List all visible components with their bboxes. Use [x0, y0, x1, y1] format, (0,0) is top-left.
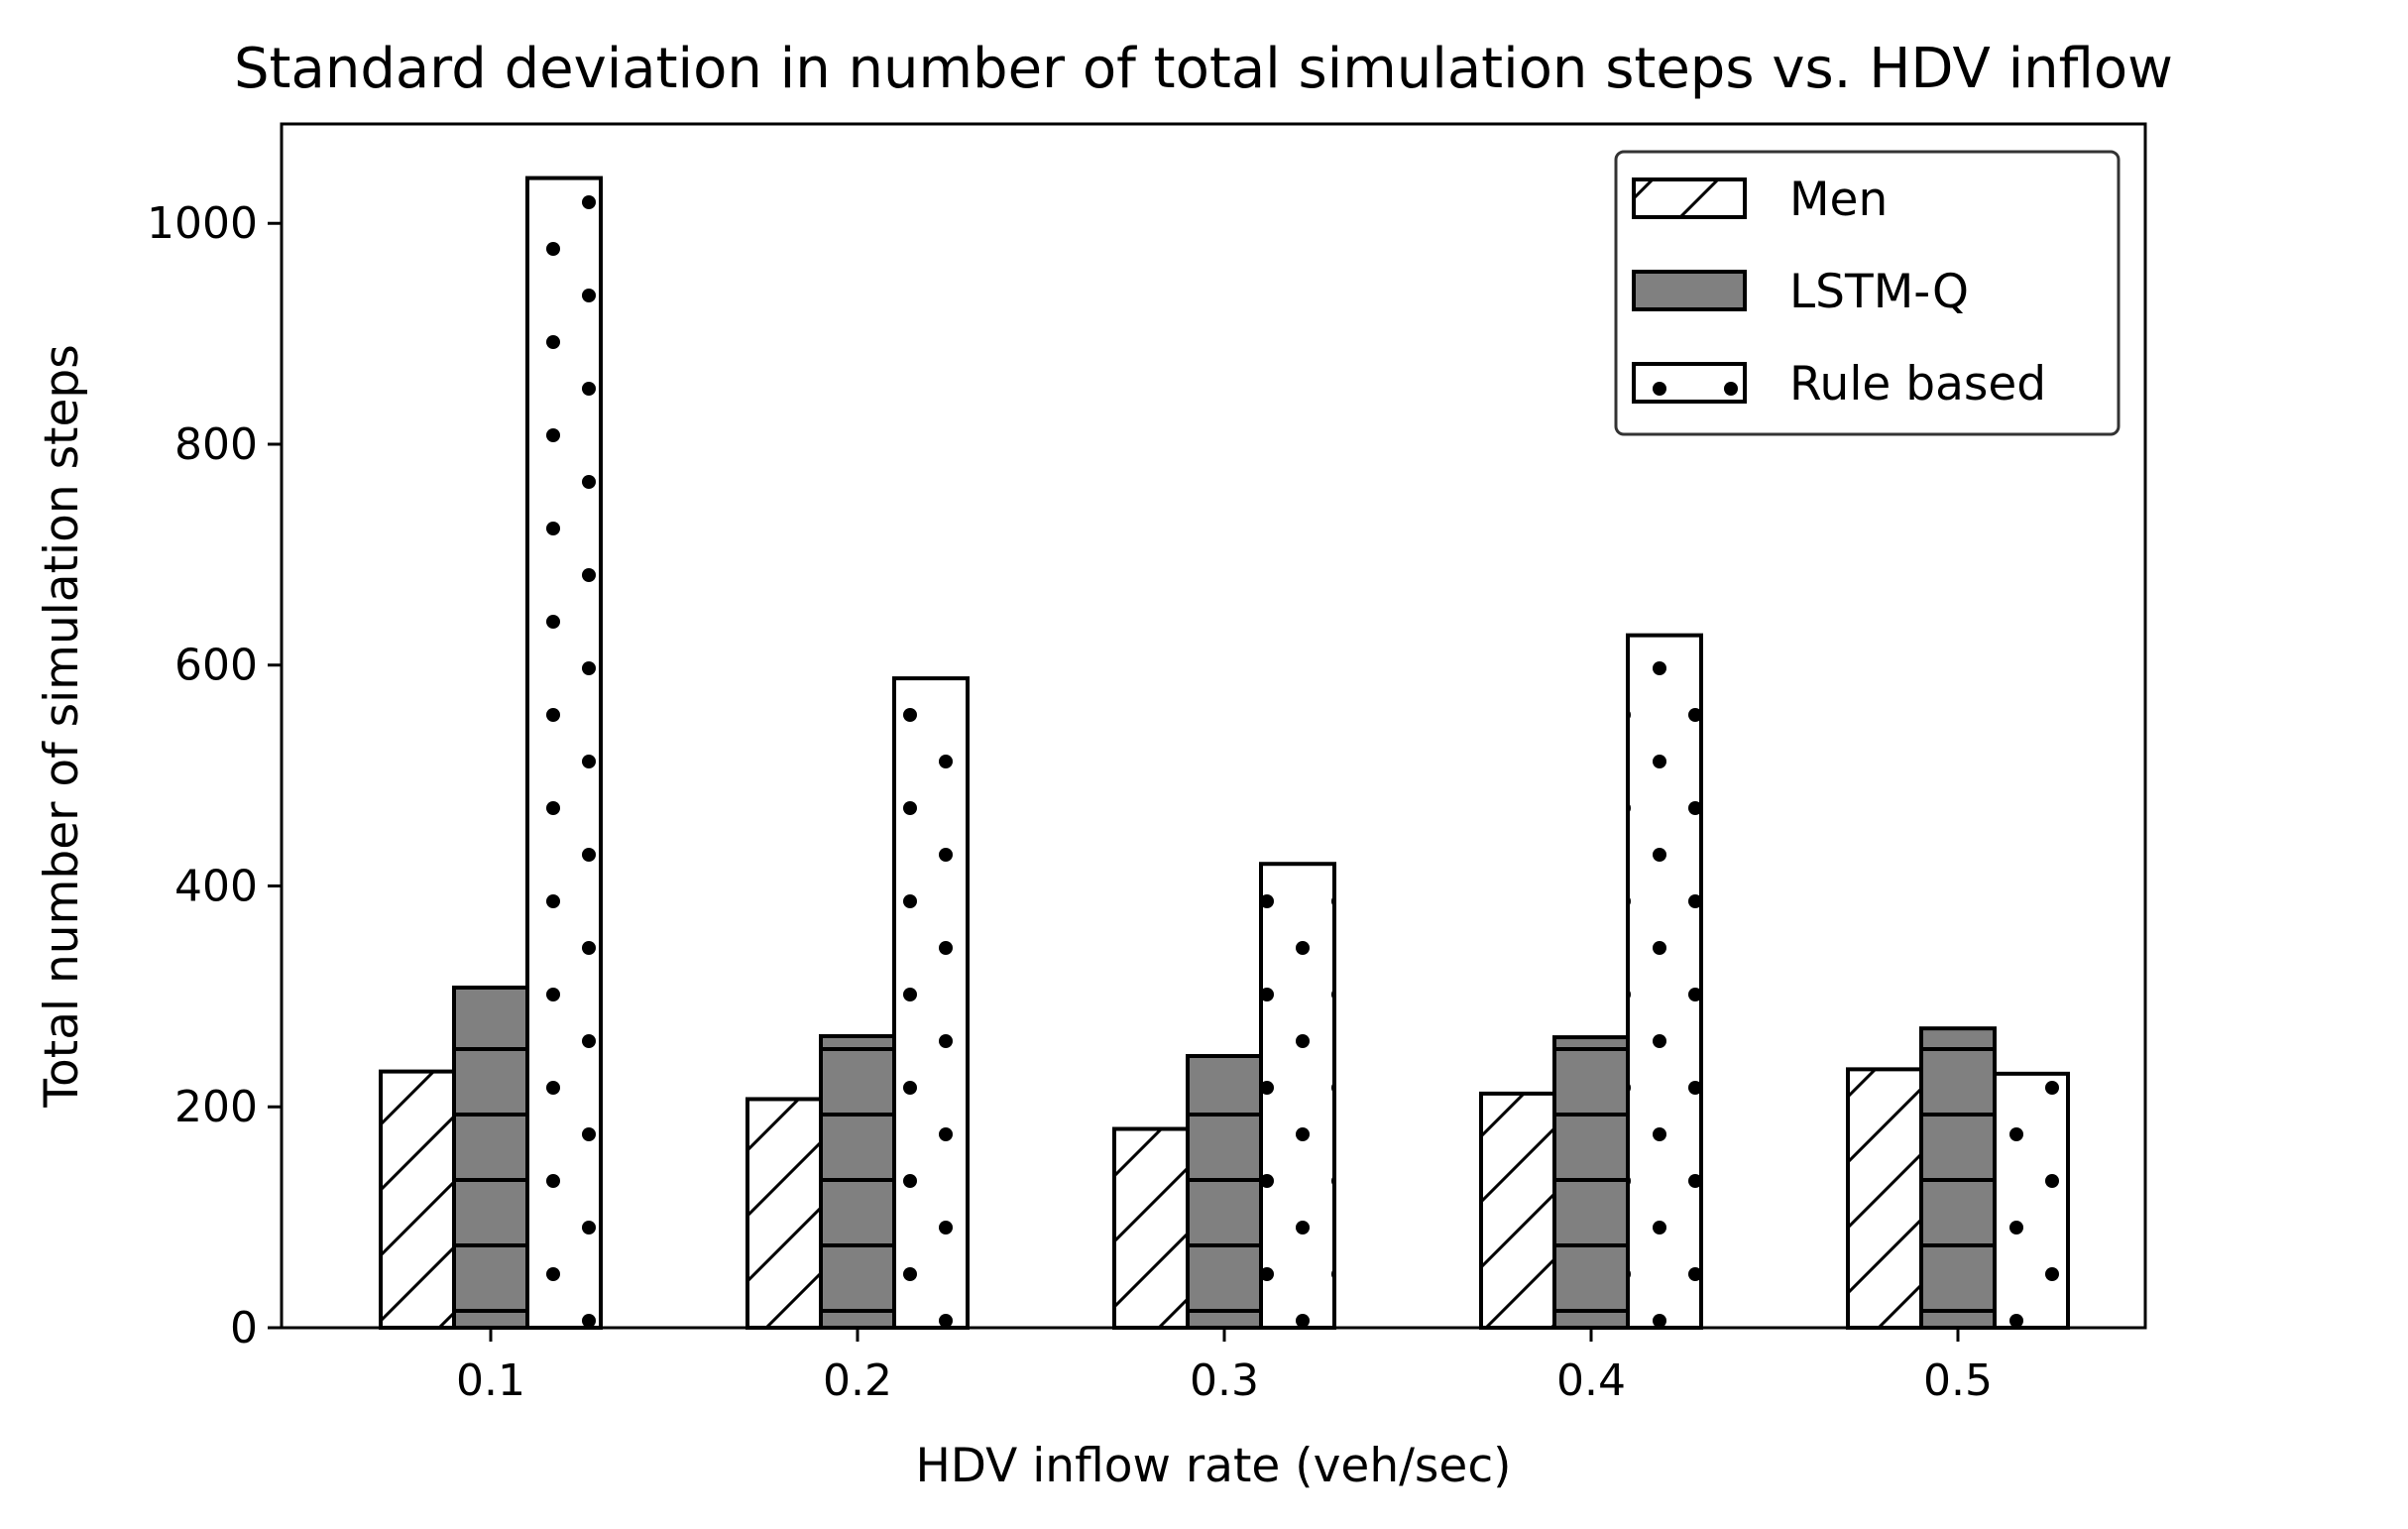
legend-swatch — [1632, 177, 1747, 219]
y-axis-ticks: 0 200 400 600 800 1000 — [147, 198, 282, 1353]
bar-rule-based-0.5 — [1993, 1071, 2070, 1330]
bar-lstm-q-0.2 — [819, 1033, 896, 1330]
bar-hatch — [525, 176, 603, 1330]
x-tick-label: 0.2 — [823, 1355, 892, 1406]
bar-lstm-q-0.4 — [1552, 1035, 1630, 1330]
y-axis-label: Total number of simulation steps — [35, 344, 89, 1108]
legend-swatch — [1632, 362, 1747, 404]
plot-frame — [280, 122, 2147, 1330]
legend-swatch — [1632, 270, 1747, 311]
bar-hatch — [1919, 1026, 1997, 1330]
bar-hatch — [1993, 1071, 2070, 1330]
bar-rule-based-0.4 — [1626, 633, 1703, 1330]
x-tick-label: 0.3 — [1190, 1355, 1259, 1406]
bar-hatch — [379, 1069, 456, 1330]
bar-hatch — [1846, 1067, 1923, 1330]
y-tick-label: 600 — [174, 641, 258, 691]
legend: Men LSTM-Q Rule based — [1614, 150, 2121, 436]
bar-hatch — [892, 676, 970, 1330]
legend-item-lstm-q: LSTM-Q — [1632, 265, 1969, 319]
x-tick-label: 0.4 — [1556, 1355, 1626, 1406]
y-tick-label: 1000 — [147, 198, 258, 249]
bar-rule-based-0.2 — [892, 676, 970, 1330]
y-tick-label: 200 — [174, 1082, 258, 1132]
legend-item-men: Men — [1632, 173, 1888, 227]
bar-men-0.2 — [745, 1097, 823, 1331]
bar-men-0.4 — [1479, 1091, 1556, 1330]
bar-lstm-q-0.5 — [1919, 1026, 1997, 1330]
bar-hatch — [1259, 862, 1336, 1330]
x-tick-label: 0.1 — [456, 1355, 525, 1406]
bars — [379, 176, 2070, 1331]
bar-hatch — [1112, 1126, 1190, 1331]
y-tick-label: 400 — [174, 861, 258, 911]
bar-hatch — [1479, 1091, 1556, 1330]
bar-hatch — [452, 985, 529, 1331]
legend-label: Rule based — [1789, 357, 2046, 412]
y-tick-label: 800 — [174, 419, 258, 470]
bar-lstm-q-0.3 — [1186, 1054, 1263, 1330]
bar-lstm-q-0.1 — [452, 985, 529, 1331]
legend-item-rule-based: Rule based — [1632, 357, 2046, 412]
legend-label: LSTM-Q — [1789, 265, 1969, 319]
x-axis-label: HDV inflow rate (veh/sec) — [915, 1439, 1511, 1493]
bar-hatch — [1552, 1035, 1630, 1330]
bar-men-0.3 — [1112, 1126, 1190, 1331]
bar-hatch — [745, 1097, 823, 1331]
bar-men-0.5 — [1846, 1067, 1923, 1330]
x-tick-label: 0.5 — [1923, 1355, 1993, 1406]
bar-hatch — [819, 1033, 896, 1330]
y-tick-label: 0 — [230, 1303, 258, 1353]
bar-rule-based-0.3 — [1259, 862, 1336, 1330]
bar-hatch — [1186, 1054, 1263, 1330]
bar-rule-based-0.1 — [525, 176, 603, 1330]
x-axis-ticks: 0.1 0.2 0.3 0.4 0.5 — [456, 1328, 1993, 1406]
chart-title: Standard deviation in number of total si… — [234, 37, 2173, 101]
bar-men-0.1 — [379, 1069, 456, 1330]
legend-label: Men — [1789, 173, 1888, 227]
bar-hatch — [1626, 633, 1703, 1330]
